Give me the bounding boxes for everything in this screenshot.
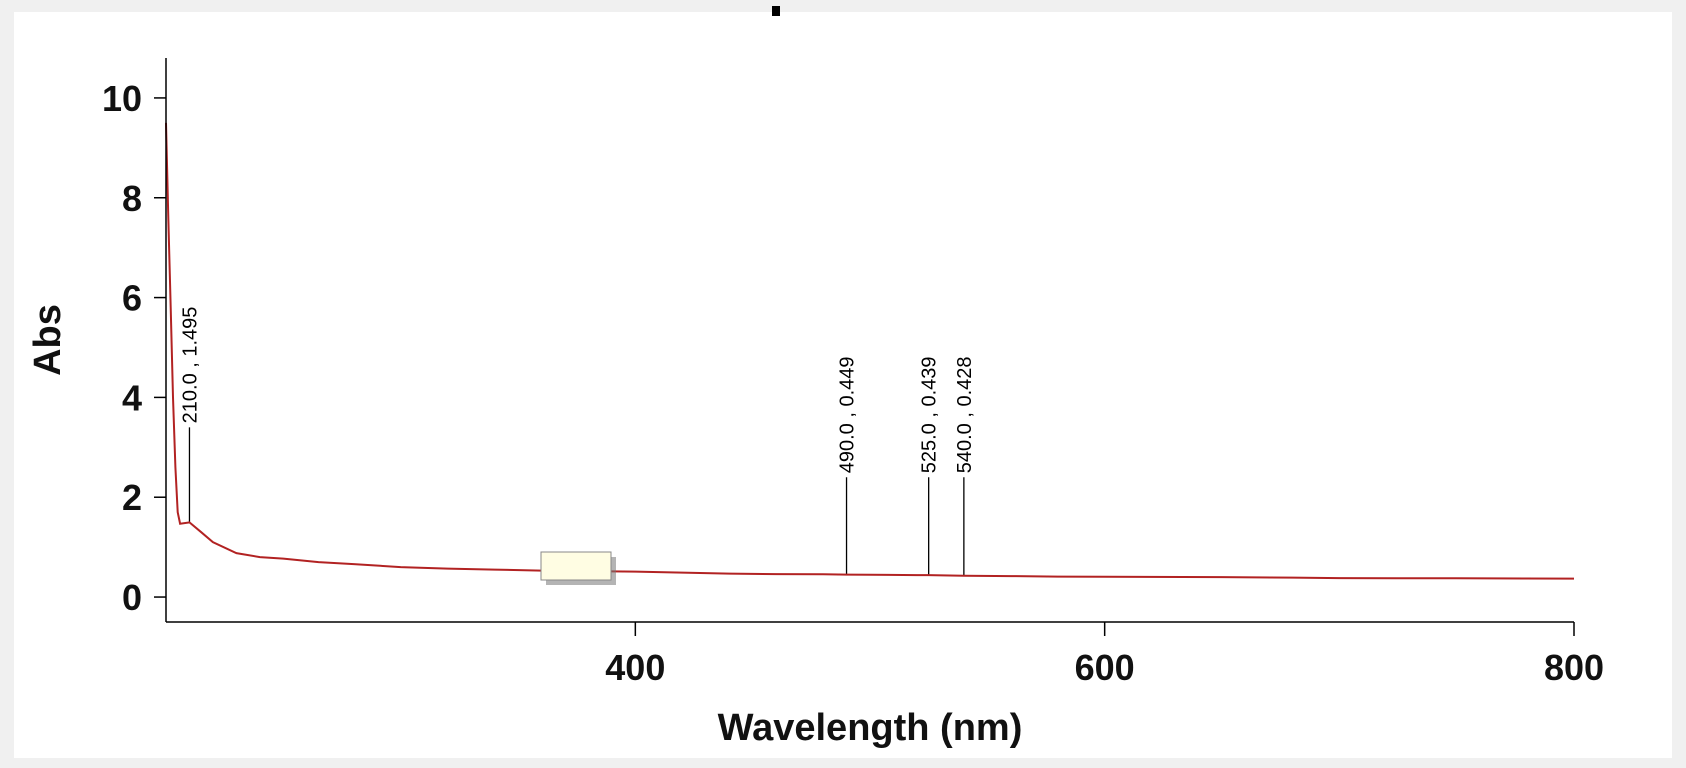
title-artifact (772, 6, 780, 16)
y-tick-label-2: 2 (122, 477, 142, 518)
annotation-box-face (540, 551, 612, 581)
x-tick-label-400: 400 (605, 647, 665, 688)
y-tick-label-6: 6 (122, 278, 142, 319)
x-tick-label-800: 800 (1544, 647, 1604, 688)
peak-label-525: 525.0 , 0.439 (919, 356, 941, 473)
peak-label-540: 540.0 , 0.428 (954, 356, 976, 473)
peak-label-210: 210.0 , 1.495 (179, 307, 201, 424)
peak-markers: 210.0 , 1.495 490.0 , 0.449 525.0 , 0.439 5… (179, 307, 976, 576)
y-tick-label-4: 4 (122, 377, 142, 418)
y-axis-title: Abs (27, 304, 69, 376)
x-tick-label-600: 600 (1075, 647, 1135, 688)
x-axis-ticks: 400 600 800 (605, 622, 1604, 688)
peak-label-490: 490.0 , 0.449 (837, 356, 859, 473)
y-tick-label-0: 0 (122, 577, 142, 618)
plot-area (166, 58, 1574, 622)
x-axis-title: Wavelength (nm) (718, 707, 1023, 749)
y-tick-label-8: 8 (122, 178, 142, 219)
y-axis-ticks: 0 2 4 6 8 10 (102, 78, 166, 618)
y-tick-label-10: 10 (102, 78, 142, 119)
